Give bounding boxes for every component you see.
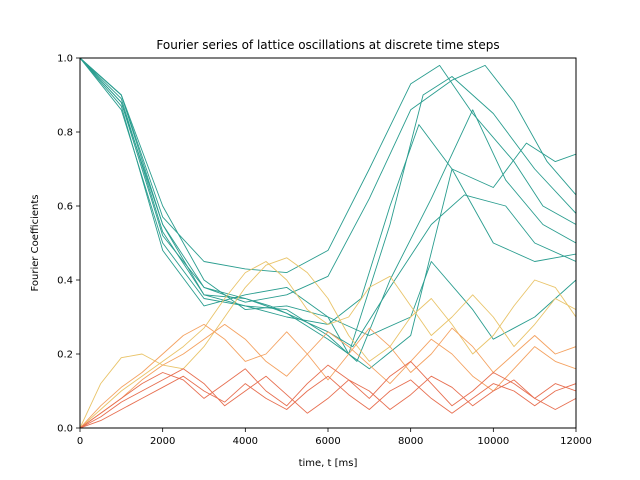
- y-tick-label: 0.0: [57, 424, 73, 435]
- x-tick-label: 6000: [315, 436, 340, 447]
- chart-title: Fourier series of lattice oscillations a…: [156, 38, 499, 52]
- y-tick-label: 1.0: [57, 54, 73, 65]
- series-line-6: [80, 58, 576, 348]
- x-tick-label: 4000: [233, 436, 258, 447]
- x-tick-label: 12000: [560, 436, 592, 447]
- y-tick-label: 0.4: [57, 276, 73, 287]
- x-tick-label: 2000: [150, 436, 175, 447]
- x-tick-label: 10000: [477, 436, 509, 447]
- series-layer: [80, 58, 576, 428]
- series-line-9: [80, 257, 576, 428]
- x-axis-label: time, t [ms]: [299, 458, 358, 469]
- series-line-2: [80, 58, 576, 303]
- y-axis-label: Fourier Coefficients: [30, 194, 41, 291]
- x-tick-label: 0: [77, 436, 83, 447]
- series-line-8: [80, 58, 576, 370]
- y-tick-label: 0.2: [57, 350, 73, 361]
- y-tick-label: 0.8: [57, 128, 73, 139]
- x-axis: 0 2000 4000 6000 8000 10000 12000: [77, 428, 592, 447]
- series-line-4: [80, 58, 576, 355]
- series-line-1: [80, 58, 576, 274]
- plot-area: [79, 57, 577, 429]
- y-axis: 0.0 0.2 0.4 0.6 0.8 1.0: [57, 54, 80, 435]
- series-line-7: [80, 58, 576, 340]
- series-line-15: [80, 375, 576, 428]
- series-line-14: [80, 368, 576, 428]
- y-tick-label: 0.6: [57, 202, 73, 213]
- axes-frame: [79, 57, 577, 429]
- series-line-5: [80, 58, 576, 362]
- series-line-3: [80, 58, 576, 325]
- series-line-10: [80, 261, 576, 428]
- series-line-13: [80, 360, 576, 428]
- x-tick-label: 8000: [398, 436, 423, 447]
